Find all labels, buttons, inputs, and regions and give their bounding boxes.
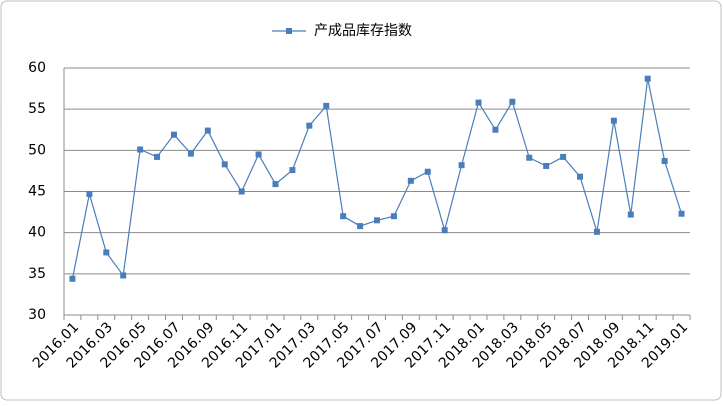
y-tick-label: 55 xyxy=(28,101,46,117)
point xyxy=(187,150,194,157)
point xyxy=(255,151,262,158)
legend-marker xyxy=(286,28,292,34)
y-tick-label: 50 xyxy=(28,142,46,158)
y-tick-label: 60 xyxy=(28,60,46,76)
point xyxy=(407,177,414,184)
point xyxy=(577,173,584,180)
point xyxy=(593,228,600,235)
point xyxy=(458,162,465,169)
point xyxy=(644,75,651,82)
point xyxy=(154,153,161,160)
point xyxy=(390,213,397,220)
point xyxy=(120,272,127,279)
point xyxy=(69,275,76,282)
y-tick-label: 35 xyxy=(28,266,46,282)
point xyxy=(441,227,448,234)
point xyxy=(509,98,516,105)
legend-label: 产成品库存指数 xyxy=(314,23,412,39)
point xyxy=(306,122,313,129)
point xyxy=(678,210,685,217)
point xyxy=(357,223,364,230)
point xyxy=(103,249,110,256)
point xyxy=(374,217,380,224)
point xyxy=(661,158,668,165)
point xyxy=(289,167,296,174)
point xyxy=(272,181,279,188)
point xyxy=(221,161,228,168)
y-tick-label: 40 xyxy=(28,225,46,241)
point xyxy=(560,153,567,160)
y-tick-label: 30 xyxy=(28,307,46,323)
point xyxy=(340,213,347,220)
point xyxy=(627,211,634,218)
point xyxy=(424,168,431,175)
point xyxy=(238,188,245,195)
point xyxy=(204,127,211,134)
point xyxy=(543,162,550,169)
point xyxy=(475,99,482,106)
point xyxy=(170,131,177,138)
y-tick-label: 45 xyxy=(28,184,46,200)
point xyxy=(526,154,533,161)
point xyxy=(610,117,617,124)
point xyxy=(137,146,144,153)
point xyxy=(323,102,330,109)
point xyxy=(492,126,499,133)
point xyxy=(86,190,93,197)
